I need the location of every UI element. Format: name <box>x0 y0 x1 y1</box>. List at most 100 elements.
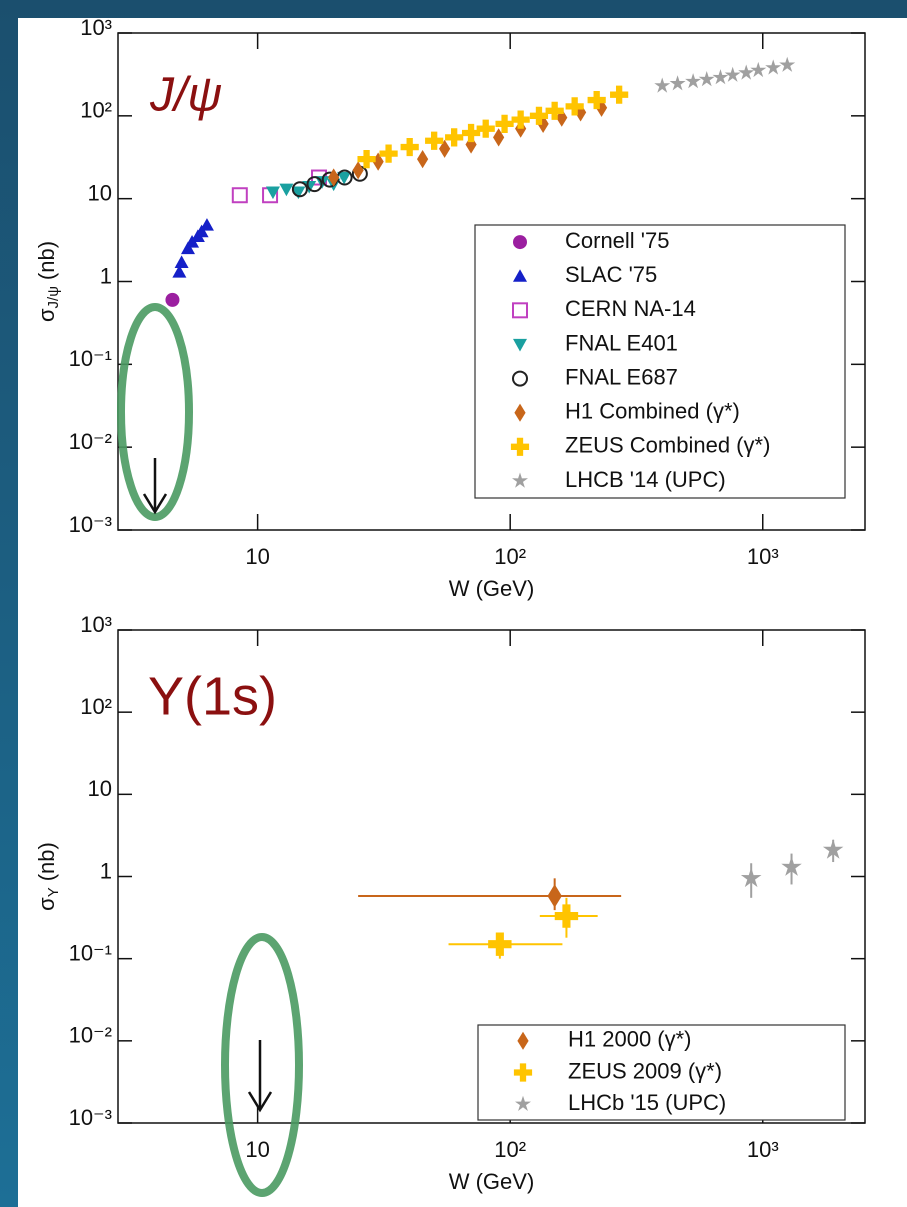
data-point <box>461 123 481 143</box>
y-axis-label-part: J/ψ <box>45 286 62 308</box>
data-point <box>685 73 702 89</box>
data-point <box>476 119 495 138</box>
data-point <box>417 150 429 169</box>
y-tick-label: 10⁻¹ <box>69 940 112 965</box>
data-point <box>595 98 608 117</box>
data-point <box>291 186 306 200</box>
y-axis-label: σJ/ψ (nb) <box>34 241 62 322</box>
legend-box <box>474 224 846 499</box>
x-tick-label: 10 <box>245 1137 269 1162</box>
x-tick-label: 10³ <box>747 544 779 569</box>
legend-label: H1 Combined (γ*) <box>565 399 740 424</box>
y-tick-label: 10² <box>80 694 112 719</box>
legend-marker <box>513 1063 533 1082</box>
arrow-head <box>142 493 168 515</box>
y-tick-label: 1 <box>100 858 112 883</box>
y-axis-label: σΥ (nb) <box>34 842 62 911</box>
data-point <box>654 77 671 93</box>
data-point <box>174 255 189 269</box>
legend-label: CERN NA-14 <box>565 296 696 321</box>
data-point <box>565 97 584 116</box>
data-point <box>445 128 464 147</box>
legend-label: H1 2000 (γ*) <box>568 1027 692 1052</box>
legend-box <box>477 1024 846 1121</box>
data-point <box>306 176 323 193</box>
y-axis-label-part: σ <box>34 897 59 911</box>
y-axis-label-part: (nb) <box>34 842 59 881</box>
data-point <box>231 187 248 204</box>
x-axis-label: W (GeV) <box>449 1169 535 1194</box>
data-point <box>172 265 187 278</box>
data-point <box>765 59 782 75</box>
legend-marker <box>512 370 528 387</box>
legend-marker <box>513 269 527 282</box>
x-tick-label: 10² <box>494 544 526 569</box>
data-point <box>724 66 741 82</box>
data-point <box>199 218 214 231</box>
data-point <box>554 904 579 928</box>
y-tick-label: 10 <box>88 776 112 801</box>
data-point <box>547 884 562 908</box>
data-point <box>587 90 606 110</box>
legend-label: Cornell '75 <box>565 228 669 253</box>
data-point <box>610 85 629 104</box>
legend-marker <box>512 472 528 488</box>
arrow-head <box>247 1091 273 1113</box>
y-axis-label-part: σ <box>34 308 59 322</box>
data-point <box>511 110 530 129</box>
data-point <box>180 241 195 255</box>
x-tick-label: 10² <box>494 1137 526 1162</box>
legend-label: ZEUS 2009 (γ*) <box>568 1058 722 1083</box>
x-tick-label: 10³ <box>747 1137 779 1162</box>
chart-title: Υ(1s) <box>148 666 277 726</box>
legend-label: FNAL E401 <box>565 330 678 355</box>
data-point <box>357 150 376 169</box>
legend-label: LHCB '14 (UPC) <box>565 467 726 492</box>
y-tick-label: 10⁻² <box>69 1023 112 1048</box>
y-tick-label: 10⁻² <box>69 429 112 454</box>
legend-marker <box>513 235 527 250</box>
data-point <box>425 131 444 150</box>
data-point <box>379 144 398 163</box>
legend-label: ZEUS Combined (γ*) <box>565 433 770 458</box>
y-axis-label-part: (nb) <box>34 241 59 280</box>
data-point <box>400 137 419 157</box>
legend-marker <box>515 1095 531 1111</box>
data-point <box>750 61 767 78</box>
data-point <box>352 161 364 180</box>
data-point <box>439 139 451 158</box>
data-point <box>529 106 549 125</box>
highlight-ellipse <box>221 933 303 1197</box>
data-point <box>822 839 844 859</box>
data-point <box>328 168 340 187</box>
legend-marker <box>517 1031 529 1050</box>
data-point <box>545 101 564 120</box>
data-point <box>740 867 762 888</box>
y-tick-label: 10⁻³ <box>69 1105 112 1130</box>
legend-marker <box>513 338 527 352</box>
legend-label: SLAC '75 <box>565 262 657 287</box>
data-point <box>291 181 308 198</box>
y-tick-label: 10² <box>80 98 112 123</box>
y-tick-label: 10⁻³ <box>69 512 112 537</box>
data-point <box>712 69 729 85</box>
data-point <box>488 932 512 956</box>
panel <box>18 18 907 1207</box>
data-point <box>698 71 715 87</box>
legend-label: LHCb '15 (UPC) <box>568 1090 726 1115</box>
data-point <box>493 128 505 147</box>
legend-marker <box>514 403 526 422</box>
y-tick-label: 1 <box>100 263 112 288</box>
data-point <box>779 56 796 72</box>
legend-marker <box>512 302 528 319</box>
y-tick-label: 10³ <box>80 612 112 637</box>
data-point <box>669 75 686 91</box>
data-point <box>337 171 352 185</box>
data-point <box>265 186 280 200</box>
data-point <box>495 114 514 133</box>
y-tick-label: 10⁻¹ <box>69 346 112 371</box>
highlight-ellipse <box>117 303 193 521</box>
chart-title: J/ψ <box>149 69 222 122</box>
